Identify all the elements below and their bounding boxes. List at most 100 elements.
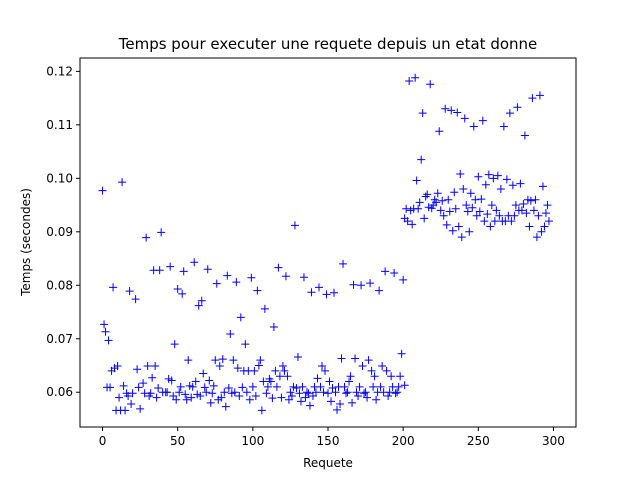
data-point xyxy=(208,389,217,398)
data-point xyxy=(190,258,199,267)
data-point xyxy=(349,280,358,289)
data-point xyxy=(128,389,137,398)
data-point xyxy=(384,391,393,400)
data-point xyxy=(125,287,134,296)
data-point xyxy=(340,382,349,391)
data-point xyxy=(209,381,218,390)
data-point xyxy=(433,189,442,198)
data-point xyxy=(366,279,375,288)
data-point xyxy=(197,296,206,305)
data-point xyxy=(304,389,313,398)
data-point xyxy=(104,336,113,345)
data-point xyxy=(496,185,505,194)
data-point xyxy=(477,195,486,204)
data-point xyxy=(305,401,314,410)
data-point xyxy=(256,356,265,365)
data-point xyxy=(232,278,241,287)
data-point xyxy=(287,391,296,400)
data-point xyxy=(184,356,193,365)
data-point xyxy=(508,181,517,190)
data-point xyxy=(348,398,357,407)
data-point xyxy=(173,285,182,294)
data-point xyxy=(336,400,345,409)
data-point xyxy=(307,288,316,297)
data-point xyxy=(206,398,215,407)
data-point xyxy=(535,91,544,100)
x-axis: 0 50 100 150 200 250 300 xyxy=(99,427,565,448)
data-point xyxy=(531,195,540,204)
data-point xyxy=(519,199,528,208)
data-point xyxy=(354,391,363,400)
data-point xyxy=(319,388,328,397)
data-point xyxy=(516,179,525,188)
data-point xyxy=(325,377,334,386)
data-point xyxy=(172,395,181,404)
plot-frame xyxy=(79,57,577,428)
data-point xyxy=(418,109,427,118)
data-point xyxy=(136,404,145,413)
data-point xyxy=(358,362,367,371)
data-point xyxy=(218,355,227,364)
data-point xyxy=(328,383,337,392)
data-point xyxy=(544,217,553,226)
data-point xyxy=(203,265,212,274)
data-point xyxy=(532,233,541,242)
data-point xyxy=(266,377,275,386)
data-point xyxy=(540,222,549,231)
data-point xyxy=(370,372,379,381)
data-point xyxy=(157,228,166,237)
x-axis-label: Requete xyxy=(303,456,353,470)
data-point xyxy=(427,204,436,213)
data-point xyxy=(146,389,155,398)
data-point xyxy=(520,131,529,140)
data-point xyxy=(411,73,420,82)
data-point xyxy=(298,382,307,391)
x-tick-label: 200 xyxy=(392,434,415,448)
data-point xyxy=(444,195,453,204)
data-point xyxy=(396,372,405,381)
data-point xyxy=(337,354,346,363)
data-point xyxy=(109,283,118,292)
data-point xyxy=(538,182,547,191)
data-point xyxy=(360,389,369,398)
data-point xyxy=(525,222,534,231)
data-point xyxy=(272,382,281,391)
data-point xyxy=(251,391,260,400)
data-point xyxy=(537,227,546,236)
data-point xyxy=(295,389,304,398)
data-point xyxy=(451,204,460,213)
data-point xyxy=(445,207,454,216)
data-point xyxy=(510,211,519,220)
data-point xyxy=(211,356,220,365)
data-point xyxy=(283,372,292,381)
data-point xyxy=(426,80,435,89)
data-point xyxy=(250,366,259,375)
y-axis-label: Temps (secondes) xyxy=(19,188,33,297)
data-point xyxy=(364,356,373,365)
data-point xyxy=(453,108,462,117)
data-point xyxy=(436,206,445,215)
data-point xyxy=(100,320,109,329)
data-point xyxy=(480,217,489,226)
data-point xyxy=(355,382,364,391)
data-point xyxy=(271,366,280,375)
data-point xyxy=(166,262,175,271)
data-point xyxy=(372,395,381,404)
data-point xyxy=(450,188,459,197)
x-tick-label: 0 xyxy=(99,434,107,448)
data-point xyxy=(495,211,504,220)
data-point xyxy=(351,354,360,363)
data-point xyxy=(493,171,502,180)
data-point xyxy=(439,211,448,220)
data-point xyxy=(324,389,332,398)
data-point xyxy=(385,388,394,397)
data-point xyxy=(432,198,441,207)
data-point xyxy=(481,180,490,189)
data-point xyxy=(257,406,266,415)
data-point xyxy=(241,340,250,349)
data-point xyxy=(182,395,191,404)
data-point xyxy=(484,170,493,179)
data-point xyxy=(375,286,384,295)
data-point xyxy=(487,201,496,210)
